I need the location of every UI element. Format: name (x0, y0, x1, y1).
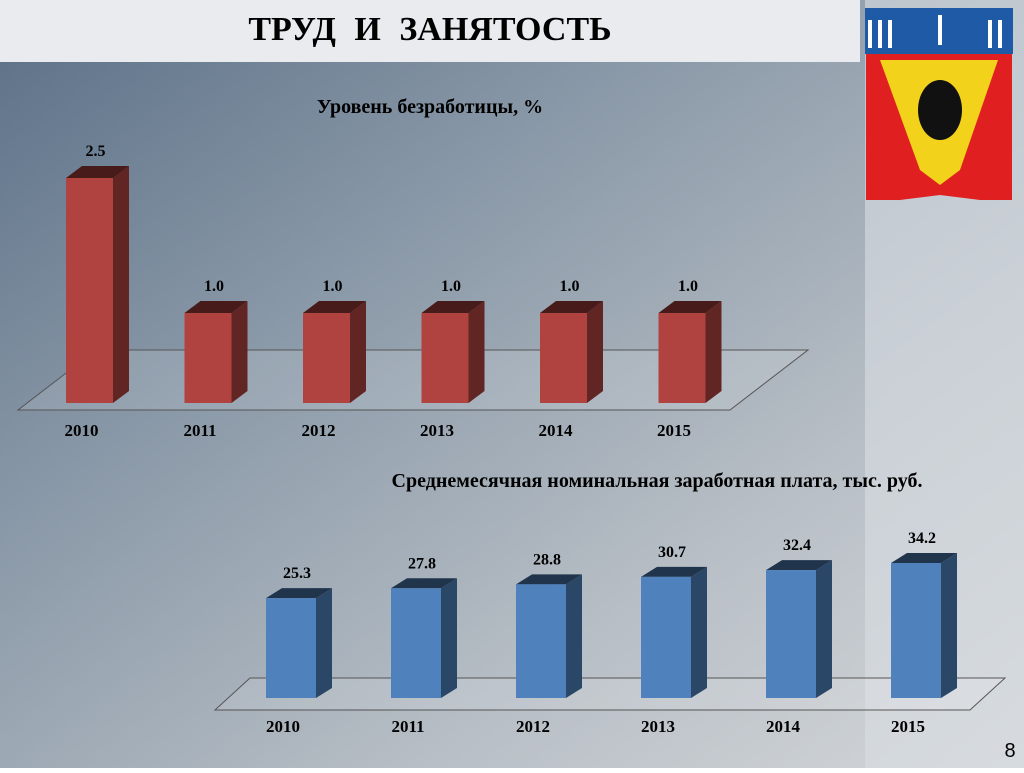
x-tick-label: 2012 (516, 717, 550, 736)
bar-top (421, 301, 485, 313)
bar-top (658, 301, 722, 313)
bar-front (66, 178, 113, 403)
value-label: 1.0 (678, 278, 698, 295)
x-tick-label: 2011 (183, 421, 216, 440)
x-tick-label: 2010 (266, 717, 300, 736)
bar-top (303, 301, 366, 313)
bar (516, 574, 582, 698)
bar (540, 301, 603, 403)
value-label: 1.0 (560, 278, 580, 295)
bar-top (540, 301, 603, 313)
bar-front (184, 313, 232, 403)
x-tick-label: 2014 (766, 717, 801, 736)
bar-top (266, 588, 332, 599)
bar (766, 560, 832, 698)
value-label: 1.0 (441, 278, 461, 295)
bar (391, 578, 457, 698)
bar-front (266, 598, 316, 698)
bar-front (303, 313, 350, 403)
bar-top (184, 301, 248, 313)
chart-title: Уровень безработицы, % (317, 96, 543, 118)
bar-side (316, 588, 332, 698)
bar-top (641, 566, 707, 577)
bar-side (468, 301, 485, 403)
bar-front (641, 576, 691, 698)
bar (66, 166, 129, 403)
x-tick-label: 2010 (65, 421, 99, 440)
floor (213, 677, 1007, 711)
bar-side (691, 566, 707, 698)
value-label: 27.8 (408, 555, 436, 572)
bar-front (766, 570, 816, 698)
bar-side (705, 301, 722, 403)
coat-of-arms (865, 8, 1013, 200)
slide-title: ТРУД И ЗАНЯТОСТЬ (248, 11, 611, 48)
chart-title: Среднемесячная номинальная заработная пл… (392, 470, 923, 492)
x-tick-label: 2011 (391, 717, 424, 736)
x-tick-label: 2012 (302, 421, 336, 440)
bar-top (66, 166, 129, 178)
bar-front (540, 313, 587, 403)
bar-front (891, 563, 941, 698)
value-label: 34.2 (908, 530, 936, 547)
value-label: 2.5 (86, 143, 106, 160)
bar-side (231, 301, 248, 403)
bar (891, 553, 957, 698)
bar (658, 301, 722, 403)
bar-top (516, 574, 582, 585)
bar-side (350, 301, 366, 403)
bar-top (891, 553, 957, 563)
x-tick-label: 2015 (657, 421, 691, 440)
bar-front (658, 313, 706, 403)
bar-top (391, 578, 457, 589)
bar-side (441, 578, 457, 698)
bar (184, 301, 248, 403)
bar (641, 566, 707, 698)
value-label: 28.8 (533, 551, 561, 568)
bar (421, 301, 485, 403)
bar (303, 301, 366, 403)
value-label: 32.4 (783, 537, 811, 554)
bar-top (766, 560, 832, 571)
x-tick-label: 2013 (641, 717, 675, 736)
title-band (0, 0, 860, 62)
bar-side (587, 301, 603, 403)
x-tick-label: 2014 (539, 421, 574, 440)
bar-side (113, 166, 129, 403)
bar-front (516, 584, 566, 698)
bar-side (941, 553, 957, 698)
x-tick-label: 2015 (891, 717, 925, 736)
x-tick-label: 2013 (420, 421, 454, 440)
bar (266, 588, 332, 698)
bar-side (816, 560, 832, 698)
bar-side (566, 574, 582, 698)
value-label: 1.0 (323, 278, 343, 295)
value-label: 30.7 (658, 544, 686, 561)
value-label: 1.0 (204, 278, 224, 295)
page-number: 8 (1004, 740, 1015, 762)
bar-front (421, 313, 469, 403)
value-label: 25.3 (283, 565, 311, 582)
bar-front (391, 588, 441, 698)
